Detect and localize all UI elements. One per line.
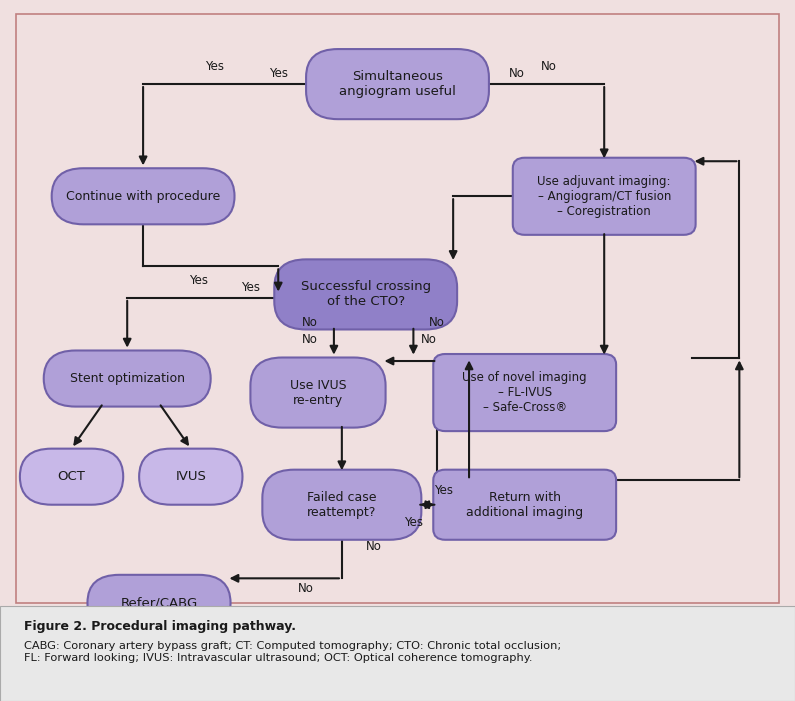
Text: Use of novel imaging
– FL-IVUS
– Safe-Cross®: Use of novel imaging – FL-IVUS – Safe-Cr… — [463, 371, 587, 414]
Text: Use IVUS
re-entry: Use IVUS re-entry — [289, 379, 347, 407]
Text: Yes: Yes — [189, 274, 208, 287]
FancyBboxPatch shape — [433, 470, 616, 540]
Text: Yes: Yes — [205, 60, 224, 73]
Text: Successful crossing
of the CTO?: Successful crossing of the CTO? — [301, 280, 431, 308]
FancyBboxPatch shape — [262, 470, 421, 540]
FancyBboxPatch shape — [52, 168, 235, 224]
Text: OCT: OCT — [57, 470, 86, 483]
Text: No: No — [421, 334, 437, 346]
Text: Continue with procedure: Continue with procedure — [66, 190, 220, 203]
FancyBboxPatch shape — [16, 14, 779, 603]
FancyBboxPatch shape — [433, 354, 616, 431]
FancyBboxPatch shape — [44, 350, 211, 407]
Text: Failed case
reattempt?: Failed case reattempt? — [307, 491, 377, 519]
FancyBboxPatch shape — [20, 449, 123, 505]
FancyBboxPatch shape — [250, 358, 386, 428]
Text: Yes: Yes — [269, 67, 288, 80]
Text: Stent optimization: Stent optimization — [70, 372, 184, 385]
Text: No: No — [541, 60, 556, 73]
Text: Yes: Yes — [404, 516, 423, 529]
FancyBboxPatch shape — [87, 575, 231, 631]
Text: Refer/CABG: Refer/CABG — [120, 597, 198, 609]
FancyBboxPatch shape — [0, 606, 795, 701]
Text: No: No — [366, 540, 382, 553]
FancyBboxPatch shape — [274, 259, 457, 329]
Text: No: No — [429, 316, 445, 329]
Text: Yes: Yes — [241, 281, 260, 294]
Text: Yes: Yes — [434, 484, 452, 497]
Text: Figure 2. Procedural imaging pathway.: Figure 2. Procedural imaging pathway. — [24, 620, 296, 634]
FancyBboxPatch shape — [513, 158, 696, 235]
FancyBboxPatch shape — [139, 449, 242, 505]
Text: Use adjuvant imaging:
– Angiogram/CT fusion
– Coregistration: Use adjuvant imaging: – Angiogram/CT fus… — [537, 175, 671, 218]
Text: IVUS: IVUS — [176, 470, 206, 483]
FancyBboxPatch shape — [306, 49, 489, 119]
Text: No: No — [302, 334, 318, 346]
Text: No: No — [302, 316, 318, 329]
Text: Simultaneous
angiogram useful: Simultaneous angiogram useful — [339, 70, 456, 98]
Text: No: No — [509, 67, 525, 80]
Text: Return with
additional imaging: Return with additional imaging — [466, 491, 584, 519]
Text: CABG: Coronary artery bypass graft; CT: Computed tomography; CTO: Chronic total : CABG: Coronary artery bypass graft; CT: … — [24, 641, 561, 663]
Text: No: No — [298, 583, 314, 595]
